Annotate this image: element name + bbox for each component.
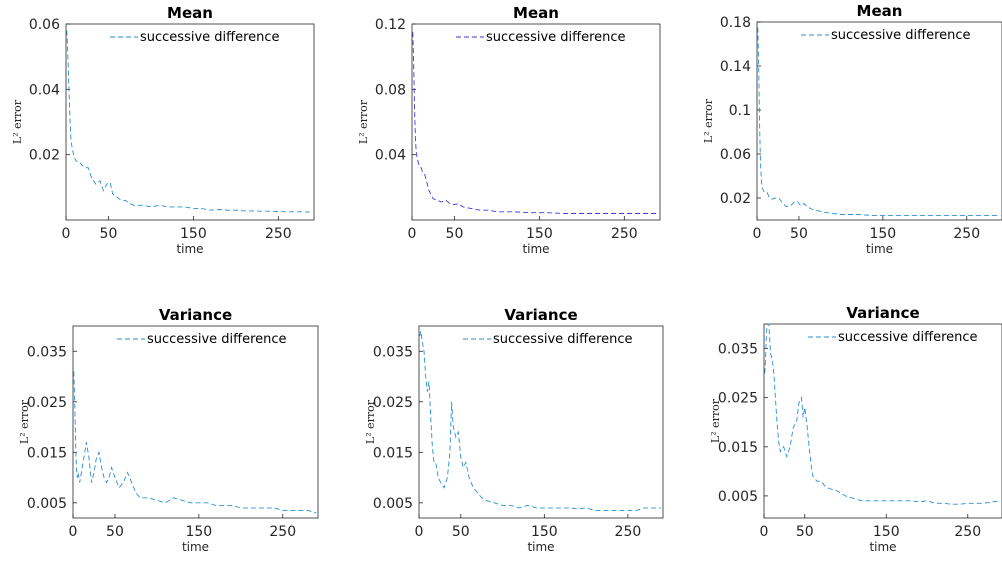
x-tick-label: 150 [869, 226, 896, 242]
subplot-6: 0 50 150 250 0.005 0.015 0.025 0.035 Variance tim… [709, 304, 1002, 554]
y-tick-label: 0.02 [29, 148, 60, 164]
y-tick-label: 0.035 [27, 344, 67, 360]
y-axis-label: L² error [357, 99, 370, 144]
x-tick-label: 50 [790, 226, 808, 242]
legend-label: successive difference [140, 30, 280, 45]
x-tick-label: 250 [953, 226, 980, 242]
series-line [419, 331, 662, 511]
subplot-title: Variance [846, 304, 919, 322]
x-tick-label: 0 [69, 524, 78, 540]
plot-frame [72, 325, 319, 519]
plot-frame [763, 323, 1002, 519]
plot-frame [411, 23, 661, 221]
x-tick-label: 0 [753, 226, 762, 242]
subplot-5: 0 50 150 250 0.005 0.015 0.025 0.035 Variance tim… [364, 306, 664, 554]
y-axis-label: L² error [11, 99, 24, 144]
subplot-2: 0 50 150 250 0.04 0.08 0.12 Mean time L² error suc… [357, 4, 661, 256]
x-tick-label: 0 [62, 226, 71, 242]
y-tick-label: 0.025 [718, 391, 758, 407]
x-tick-label: 250 [611, 226, 638, 242]
x-tick-label: 150 [185, 524, 212, 540]
x-tick-label: 150 [873, 524, 900, 540]
legend-label: successive difference [493, 332, 633, 347]
y-tick-label: 0.025 [373, 395, 413, 411]
x-tick-label: 50 [106, 524, 124, 540]
plot-frame [756, 21, 1002, 221]
x-tick-label: 50 [100, 226, 118, 242]
y-tick-label: 0.015 [718, 440, 758, 456]
x-axis-label: time [869, 540, 896, 554]
subplot-title: Variance [159, 306, 232, 324]
subplot-title: Variance [504, 306, 577, 324]
x-tick-label: 0 [760, 524, 769, 540]
subplot-1: 0 50 150 250 0.02 0.04 0.06 Mean time L² error suc… [11, 4, 315, 256]
x-tick-label: 250 [269, 524, 296, 540]
x-axis-label: time [176, 242, 203, 256]
x-tick-label: 150 [531, 524, 558, 540]
subplot-title: Mean [167, 4, 213, 22]
y-tick-label: 0.06 [720, 147, 751, 163]
plot-frame [418, 325, 664, 519]
y-tick-label: 0.14 [720, 59, 751, 75]
y-tick-label: 0.025 [27, 395, 67, 411]
y-tick-label: 0.08 [375, 82, 406, 98]
x-axis-label: time [527, 540, 554, 554]
legend-label: successive difference [838, 330, 978, 345]
x-tick-label: 0 [415, 524, 424, 540]
series-line [757, 27, 1001, 217]
y-tick-label: 0.18 [720, 15, 751, 31]
y-axis-label: L² error [364, 399, 377, 444]
x-tick-label: 50 [796, 524, 814, 540]
x-tick-label: 150 [526, 226, 553, 242]
y-tick-label: 0.005 [27, 496, 67, 512]
subplot-title: Mean [513, 4, 559, 22]
y-axis-label: L² error [18, 399, 31, 444]
x-tick-label: 150 [180, 226, 207, 242]
subplot-3: 0 50 150 250 0.02 0.06 0.1 0.14 0.18 Mean time L² e… [702, 2, 1002, 256]
y-axis-label: L² error [702, 98, 715, 143]
y-tick-label: 0.04 [375, 148, 406, 164]
x-axis-label: time [182, 540, 209, 554]
y-tick-label: 0.035 [718, 342, 758, 358]
x-axis-label: time [866, 242, 893, 256]
y-tick-label: 0.015 [27, 445, 67, 461]
y-tick-label: 0.06 [29, 17, 60, 33]
x-tick-label: 0 [408, 226, 417, 242]
y-tick-label: 0.12 [375, 17, 406, 33]
y-tick-label: 0.005 [373, 496, 413, 512]
legend-label: successive difference [147, 332, 287, 347]
x-tick-label: 50 [452, 524, 470, 540]
y-tick-label: 0.02 [720, 191, 751, 207]
plot-frame [65, 23, 315, 221]
y-tick-label: 0.04 [29, 82, 60, 98]
y-tick-label: 0.005 [718, 489, 758, 505]
series-line [73, 371, 317, 514]
series-line [412, 32, 659, 214]
x-tick-label: 250 [954, 524, 981, 540]
legend-label: successive difference [486, 30, 626, 45]
subplot-title: Mean [857, 2, 903, 20]
x-tick-label: 50 [446, 226, 464, 242]
x-axis-label: time [522, 242, 549, 256]
x-tick-label: 250 [265, 226, 292, 242]
y-tick-label: 0.035 [373, 344, 413, 360]
y-axis-label: L² error [709, 398, 722, 443]
legend-label: successive difference [831, 28, 971, 43]
y-tick-label: 0.015 [373, 445, 413, 461]
y-tick-label: 0.1 [729, 103, 751, 119]
subplot-4: 0 50 150 250 0.005 0.015 0.025 0.035 Variance tim… [18, 306, 319, 554]
series-line [66, 30, 313, 213]
x-tick-label: 250 [615, 524, 642, 540]
series-line [764, 323, 1001, 505]
